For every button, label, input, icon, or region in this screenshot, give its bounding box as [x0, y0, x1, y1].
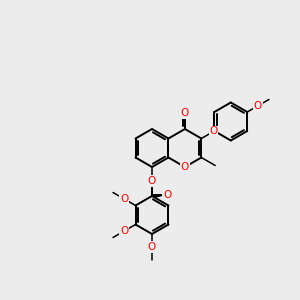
Text: O: O	[181, 162, 189, 172]
Text: O: O	[148, 242, 156, 252]
Text: O: O	[120, 194, 128, 204]
Text: O: O	[181, 108, 189, 118]
Text: O: O	[120, 226, 128, 236]
Text: O: O	[148, 176, 156, 186]
Text: O: O	[254, 101, 262, 111]
Text: O: O	[209, 127, 217, 136]
Text: O: O	[163, 190, 171, 200]
